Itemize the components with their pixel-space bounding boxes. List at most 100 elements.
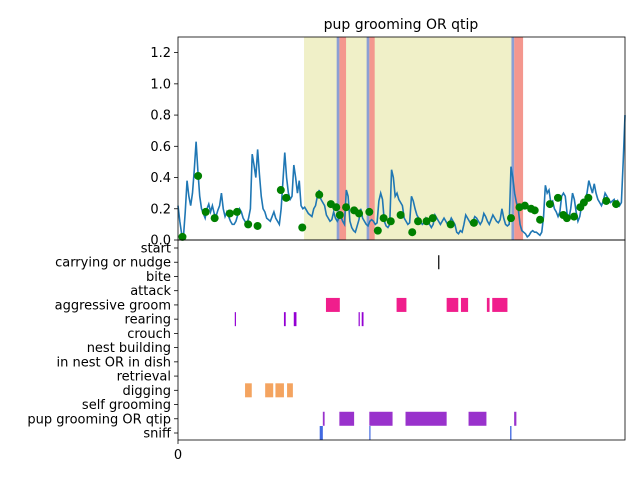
- top-panel: 0.0 0.2 0.4 0.6 0.8 1.0 1.2: [150, 36, 626, 249]
- behavior-interval: [245, 383, 252, 398]
- behavior-label: nest building: [87, 341, 171, 356]
- behavior-interval: [358, 312, 360, 327]
- behavior-label: self grooming: [82, 398, 171, 413]
- data-point: [194, 171, 203, 180]
- behavior-interval: [319, 426, 323, 440]
- y-tick-label: 1.0: [150, 77, 171, 92]
- behavior-interval: [275, 383, 284, 398]
- behavior-interval: [405, 411, 447, 426]
- data-point: [553, 193, 562, 202]
- data-point: [365, 207, 374, 216]
- behavior-label: digging: [123, 384, 171, 399]
- behavior-interval: [339, 411, 355, 426]
- onset-band: [511, 37, 515, 240]
- data-point: [428, 214, 437, 223]
- data-point: [276, 186, 285, 195]
- behavior-interval: [325, 297, 340, 312]
- data-point: [253, 221, 262, 230]
- data-point: [282, 193, 291, 202]
- offset-band: [369, 37, 375, 240]
- behavior-interval: [265, 383, 274, 398]
- behavior-interval: [283, 312, 286, 327]
- behavior-label: pup grooming OR qtip: [27, 412, 171, 427]
- data-point: [422, 217, 431, 226]
- behavior-interval: [460, 297, 469, 312]
- data-point: [584, 193, 593, 202]
- data-point: [562, 214, 571, 223]
- data-point: [408, 228, 417, 237]
- series-markers: [178, 171, 621, 241]
- behavior-label: sniff: [143, 427, 172, 442]
- y-tick-label: 0.2: [150, 202, 171, 217]
- data-point: [602, 196, 611, 205]
- data-point: [298, 223, 307, 232]
- data-point: [530, 206, 539, 215]
- data-point: [414, 217, 423, 226]
- behavior-label: crouch: [127, 327, 171, 342]
- behavior-interval: [468, 411, 487, 426]
- behavior-label: retrieval: [117, 370, 171, 385]
- data-point: [612, 200, 621, 209]
- behavior-interval: [438, 255, 440, 270]
- data-point: [315, 190, 324, 199]
- behavior-interval: [293, 312, 297, 327]
- behavior-interval: [514, 411, 517, 426]
- data-point: [507, 214, 516, 223]
- data-point: [244, 220, 253, 229]
- data-point: [373, 226, 382, 235]
- chart-title: pup grooming OR qtip: [324, 17, 479, 33]
- behavior-label: in nest OR in dish: [57, 355, 171, 370]
- y-tick-label: 0.0: [150, 234, 171, 249]
- data-point: [446, 220, 455, 229]
- behavior-label: carrying or nudge: [55, 256, 171, 271]
- data-point: [379, 214, 388, 223]
- y-axis-ticks: 0.0 0.2 0.4 0.6 0.8 1.0 1.2: [150, 46, 178, 249]
- behavior-interval: [322, 411, 325, 426]
- behavior-interval: [369, 411, 393, 426]
- data-point: [178, 232, 187, 241]
- behavior-interval: [492, 297, 508, 312]
- data-point: [469, 218, 478, 227]
- behavior-label: aggressive groom: [55, 298, 171, 313]
- behavior-intervals: [234, 255, 517, 440]
- bottom-panel-frame: [177, 239, 626, 441]
- behavior-label: rearing: [125, 313, 171, 328]
- y-tick-label: 0.6: [150, 140, 171, 155]
- data-point: [335, 211, 344, 220]
- behavior-interval: [287, 383, 293, 398]
- offset-band: [514, 37, 524, 240]
- data-point: [386, 217, 395, 226]
- data-point: [342, 203, 351, 212]
- behavior-label: start: [141, 242, 171, 257]
- behavior-interval: [361, 312, 364, 327]
- x-axis-ticks: 0: [174, 440, 182, 463]
- data-point: [332, 203, 341, 212]
- data-point: [536, 215, 545, 224]
- data-point: [355, 209, 364, 218]
- behavior-label: bite: [146, 270, 171, 285]
- data-point: [520, 201, 529, 210]
- offset-band: [339, 37, 347, 240]
- onset-band: [366, 37, 370, 240]
- y-tick-label: 0.8: [150, 109, 171, 124]
- y-tick-label: 1.2: [150, 46, 171, 61]
- data-point: [233, 207, 242, 216]
- behavior-interval: [446, 297, 459, 312]
- behavior-label: attack: [130, 284, 171, 299]
- y-tick-label: 0.4: [150, 171, 171, 186]
- behavior-interval: [486, 297, 490, 312]
- data-point: [225, 209, 234, 218]
- onset-band: [336, 37, 340, 240]
- data-point: [210, 214, 219, 223]
- x-tick-label: 0: [174, 448, 182, 463]
- behavior-interval: [510, 426, 512, 440]
- behavior-interval: [234, 312, 236, 327]
- data-point: [201, 207, 210, 216]
- behavior-interval: [396, 297, 407, 312]
- data-point: [396, 211, 405, 220]
- data-point: [545, 200, 554, 209]
- data-point: [570, 212, 579, 221]
